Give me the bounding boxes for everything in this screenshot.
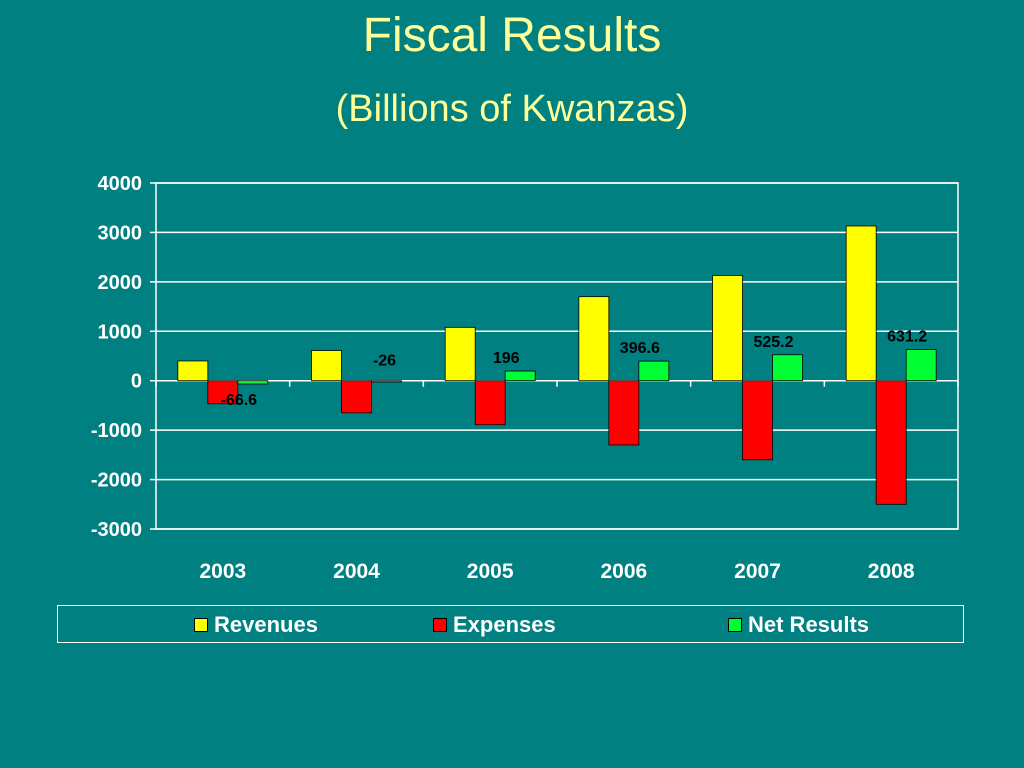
data-label-net-results-2004: -26 [373,353,396,370]
y-tick-label: -2000 [91,470,142,492]
legend-label-revenues: Revenues [214,612,318,637]
y-tick-label: 2000 [98,272,143,294]
data-label-net-results-2008: 631.2 [887,329,927,346]
y-tick-label: -1000 [91,420,142,442]
legend-label-expenses: Expenses [453,612,556,637]
legend-label-net-results: Net Results [748,612,870,637]
data-label-net-results-2005: 196 [493,350,520,367]
chart-title: Fiscal Results [362,9,662,62]
x-tick-label: 2003 [199,560,246,583]
x-tick-label: 2006 [600,560,647,583]
bar-revenues-2006 [578,296,610,382]
legend-swatch-expenses [433,618,447,632]
bar-expenses-2008 [875,380,907,505]
y-tick-label: 4000 [98,173,143,195]
legend-item-revenues: Revenues [194,612,318,637]
bar-revenues-2007 [712,275,743,382]
bar-revenues-2003 [177,360,209,382]
chart-legend: Revenues Expenses Net Results [57,605,964,643]
data-label-net-results-2003: -66.6 [221,392,258,409]
legend-swatch-net-results [728,618,742,632]
y-tick-label: 3000 [98,222,143,244]
bar-chart: 4000 3000 2000 1000 0 -1000 -2000 -3000 -66.6 -26… [91,173,959,583]
bar-net-results-2005 [504,370,536,382]
bar-expenses-2007 [742,380,773,461]
y-tick-label: 1000 [98,321,143,343]
chart-subtitle: (Billions of Kwanzas) [335,88,689,130]
bar-revenues-2004 [311,350,342,382]
bar-expenses-2004 [341,380,372,414]
legend-item-net-results: Net Results [728,612,870,637]
bar-net-results-2006 [638,360,670,382]
data-label-net-results-2007: 525.2 [753,334,793,351]
bar-net-results-2008 [905,349,937,382]
bar-revenues-2005 [444,326,476,382]
legend-swatch-revenues [194,618,208,632]
plot-area [155,182,959,530]
bar-expenses-2005 [474,380,506,426]
x-tick-label: 2005 [467,560,514,583]
bar-expenses-2003 [207,380,239,405]
y-tick-label: 0 [131,371,142,393]
x-tick-label: 2007 [734,560,781,583]
bar-expenses-2006 [608,380,640,446]
x-tick-label: 2008 [868,560,915,583]
y-tick-label: -3000 [91,519,142,541]
bar-net-results-2004 [371,380,402,383]
bar-net-results-2003 [237,380,269,385]
bar-net-results-2007 [772,354,803,382]
legend-item-expenses: Expenses [433,612,556,637]
data-label-net-results-2006: 396.6 [620,340,660,357]
bar-revenues-2008 [845,225,877,382]
x-tick-label: 2004 [333,560,380,583]
